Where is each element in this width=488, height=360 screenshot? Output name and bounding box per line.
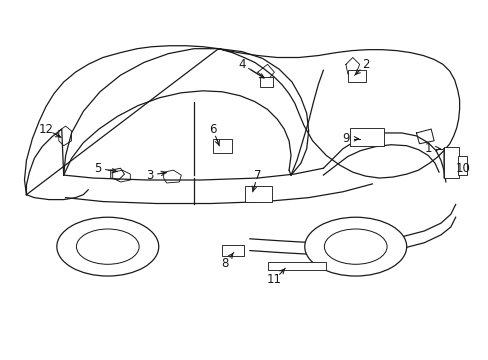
Bar: [349, 128, 384, 146]
Text: 9: 9: [342, 132, 349, 145]
Bar: [443, 147, 458, 178]
Ellipse shape: [76, 229, 139, 264]
Ellipse shape: [57, 217, 159, 276]
Text: 7: 7: [253, 168, 261, 181]
Text: 11: 11: [266, 274, 281, 287]
Ellipse shape: [324, 229, 386, 264]
Bar: [347, 70, 365, 82]
Text: 12: 12: [39, 122, 54, 136]
Text: 10: 10: [455, 162, 470, 175]
Bar: [222, 245, 244, 256]
Text: 3: 3: [146, 168, 153, 181]
Text: 1: 1: [424, 142, 431, 155]
Ellipse shape: [304, 217, 406, 276]
Text: 6: 6: [208, 122, 216, 136]
Text: 2: 2: [361, 58, 368, 71]
Text: 4: 4: [238, 58, 245, 71]
Bar: [244, 186, 272, 202]
Polygon shape: [24, 46, 459, 195]
Bar: [259, 77, 273, 87]
Bar: [212, 139, 232, 153]
Bar: [457, 156, 467, 175]
Bar: [267, 262, 325, 270]
Text: 8: 8: [221, 257, 228, 270]
Text: 5: 5: [94, 162, 102, 175]
